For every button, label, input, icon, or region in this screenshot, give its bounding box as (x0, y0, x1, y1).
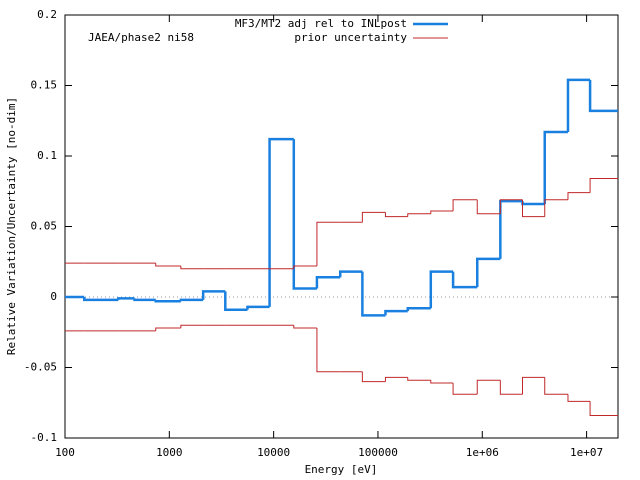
step (224, 291, 248, 311)
step (361, 371, 386, 383)
y-tick-label: -0.1 (31, 431, 58, 444)
step (316, 328, 341, 373)
x-tick-label: 1e+06 (466, 446, 499, 459)
y-tick-label: -0.05 (24, 361, 57, 374)
step (201, 290, 226, 300)
step (384, 212, 408, 218)
step (407, 213, 431, 217)
step (292, 139, 317, 290)
step (83, 297, 119, 302)
y-axis-label: Relative Variation/Uncertainty [no-dim] (5, 97, 18, 355)
step (522, 376, 545, 395)
step (543, 130, 568, 204)
legend-label: MF3/MT2 adj rel to INLpost (235, 17, 407, 30)
step (180, 265, 204, 270)
annotation: JAEA/phase2 ni58 (88, 31, 194, 44)
x-tick-label: 1000 (156, 446, 183, 459)
step (567, 192, 591, 200)
step (544, 377, 568, 395)
step (155, 327, 181, 331)
step (452, 383, 478, 395)
step (589, 178, 618, 193)
step (430, 380, 454, 384)
y-tick-label: 0.15 (31, 79, 58, 92)
x-tick-label: 10000 (257, 446, 290, 459)
step (451, 271, 478, 289)
step (452, 199, 478, 211)
step (293, 325, 317, 329)
step (476, 199, 501, 215)
y-tick-label: 0.1 (37, 149, 57, 162)
step (246, 305, 270, 310)
step (338, 270, 363, 278)
step (589, 401, 618, 416)
x-tick-label: 100 (55, 446, 75, 459)
step (154, 299, 181, 303)
step (384, 309, 408, 316)
legend-label: prior uncertainty (294, 31, 407, 44)
step (133, 298, 156, 302)
step (499, 380, 523, 395)
step (361, 271, 386, 317)
step (429, 270, 454, 309)
step (316, 221, 341, 266)
y-tick-label: 0.2 (37, 8, 57, 21)
step (544, 199, 568, 217)
step (430, 210, 454, 214)
step (406, 307, 431, 312)
step (268, 137, 294, 307)
step (315, 276, 341, 289)
step (522, 199, 545, 218)
step (179, 298, 204, 302)
y-tick-label: 0.05 (31, 220, 58, 233)
step (155, 263, 181, 267)
step (476, 257, 501, 288)
step (407, 377, 431, 381)
step (588, 79, 618, 113)
step (117, 297, 135, 300)
step (499, 199, 523, 214)
step (567, 394, 591, 402)
x-tick-label: 100000 (358, 446, 398, 459)
plot-frame (64, 14, 619, 439)
x-axis-label: Energy [eV] (305, 463, 378, 476)
step (180, 324, 204, 329)
step (476, 379, 501, 395)
step (566, 78, 591, 133)
x-tick-label: 1e+07 (570, 446, 603, 459)
step (384, 376, 408, 382)
y-tick-label: 0 (50, 290, 57, 303)
step (361, 211, 386, 223)
step (293, 265, 317, 269)
